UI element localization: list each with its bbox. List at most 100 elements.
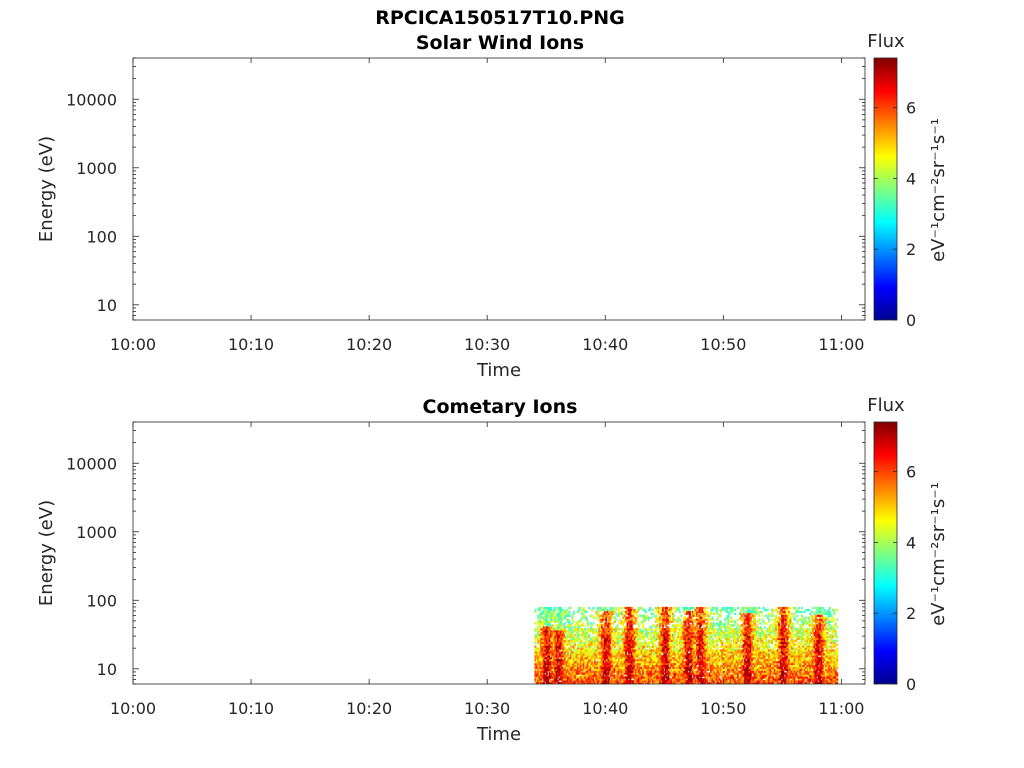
- heatmap-cell: [659, 657, 662, 660]
- heatmap-cell: [557, 639, 560, 643]
- heatmap-cell: [636, 653, 639, 656]
- heatmap-cell: [559, 622, 562, 625]
- heatmap-cell: [545, 662, 548, 666]
- heatmap-cell: [681, 666, 684, 669]
- heatmap-cell: [739, 649, 742, 652]
- heatmap-cell: [616, 653, 619, 656]
- heatmap-cell: [732, 639, 735, 643]
- heatmap-cell: [564, 649, 567, 652]
- heatmap-cell: [731, 662, 734, 666]
- heatmap-cell: [547, 666, 550, 669]
- heatmap-cell: [547, 680, 550, 683]
- heatmap-cell: [601, 657, 604, 660]
- heatmap-cell: [744, 631, 747, 635]
- heatmap-cell: [681, 668, 684, 671]
- heatmap-cell: [684, 676, 687, 679]
- heatmap-cell: [712, 660, 715, 664]
- heatmap-cell: [635, 637, 638, 641]
- heatmap-cell: [579, 658, 582, 662]
- heatmap-cell: [751, 610, 754, 614]
- heatmap-cell: [595, 670, 598, 673]
- heatmap-cell: [708, 653, 711, 656]
- heatmap-cell: [612, 658, 615, 662]
- heatmap-cell: [700, 624, 703, 627]
- heatmap-cell: [669, 645, 672, 648]
- heatmap-cell: [704, 653, 707, 656]
- heatmap-cell: [649, 608, 652, 612]
- heatmap-cell: [578, 655, 581, 658]
- heatmap-cell: [557, 682, 560, 684]
- heatmap-cell: [540, 647, 543, 650]
- heatmap-cell: [601, 631, 604, 635]
- heatmap-cell: [727, 658, 730, 662]
- heatmap-cell: [595, 672, 598, 675]
- heatmap-cell: [745, 680, 748, 683]
- heatmap-cell: [691, 630, 694, 633]
- heatmap-cell: [727, 626, 730, 629]
- heatmap-cell: [661, 680, 664, 683]
- heatmap-cell: [737, 633, 740, 637]
- heatmap-cell: [725, 649, 728, 652]
- heatmap-cell: [623, 626, 626, 629]
- heatmap-cell: [589, 676, 592, 679]
- heatmap-cell: [586, 666, 589, 669]
- heatmap-cell: [574, 680, 577, 683]
- heatmap-cell: [618, 672, 621, 675]
- heatmap-cell: [633, 610, 636, 614]
- heatmap-cell: [677, 616, 680, 619]
- heatmap-cell: [649, 664, 652, 668]
- heatmap-cell: [632, 660, 635, 664]
- heatmap-cell: [667, 616, 670, 619]
- heatmap-cell: [603, 676, 606, 679]
- heatmap-cell: [576, 651, 579, 654]
- heatmap-cell: [599, 670, 602, 673]
- heatmap-cell: [535, 670, 538, 673]
- heatmap-cell: [680, 666, 683, 669]
- heatmap-cell: [551, 628, 554, 631]
- heatmap-cell: [731, 660, 734, 664]
- heatmap-cell: [721, 676, 724, 679]
- heatmap-cell: [673, 643, 676, 646]
- heatmap-cell: [552, 664, 555, 668]
- heatmap-cell: [589, 678, 592, 681]
- heatmap-cell: [586, 622, 589, 625]
- heatmap-cell: [687, 641, 690, 644]
- heatmap-cell: [550, 660, 553, 664]
- heatmap-cell: [603, 618, 606, 621]
- heatmap-cell: [649, 653, 652, 656]
- heatmap-cell: [683, 616, 686, 619]
- heatmap-cell: [727, 635, 730, 639]
- heatmap-cell: [731, 674, 734, 677]
- heatmap-cell: [544, 610, 547, 614]
- heatmap-cell: [550, 618, 553, 621]
- heatmap-cell: [711, 616, 714, 619]
- heatmap-cell: [622, 631, 625, 635]
- heatmap-cell: [574, 651, 577, 654]
- heatmap-cell: [666, 612, 669, 616]
- heatmap-cell: [687, 631, 690, 635]
- heatmap-cell: [579, 647, 582, 650]
- heatmap-cell: [567, 668, 570, 671]
- heatmap-cell: [612, 660, 615, 664]
- heatmap-cell: [622, 649, 625, 652]
- heatmap-cell: [722, 680, 725, 683]
- heatmap-cell: [572, 658, 575, 662]
- heatmap-cell: [540, 628, 543, 631]
- heatmap-cell: [677, 608, 680, 612]
- heatmap-cell: [535, 666, 538, 669]
- heatmap-cell: [748, 626, 751, 629]
- heatmap-cell: [574, 624, 577, 627]
- heatmap-cell: [644, 651, 647, 654]
- heatmap-cell: [646, 660, 649, 664]
- heatmap-cell: [647, 618, 650, 621]
- heatmap-cell: [664, 668, 667, 671]
- heatmap-cell: [712, 630, 715, 633]
- heatmap-cell: [703, 622, 706, 625]
- heatmap-cell: [551, 643, 554, 646]
- heatmap-cell: [562, 674, 565, 677]
- heatmap-cell: [663, 676, 666, 679]
- heatmap-cell: [550, 682, 553, 684]
- heatmap-cell: [738, 645, 741, 648]
- heatmap-cell: [660, 606, 663, 610]
- heatmap-cell: [715, 622, 718, 625]
